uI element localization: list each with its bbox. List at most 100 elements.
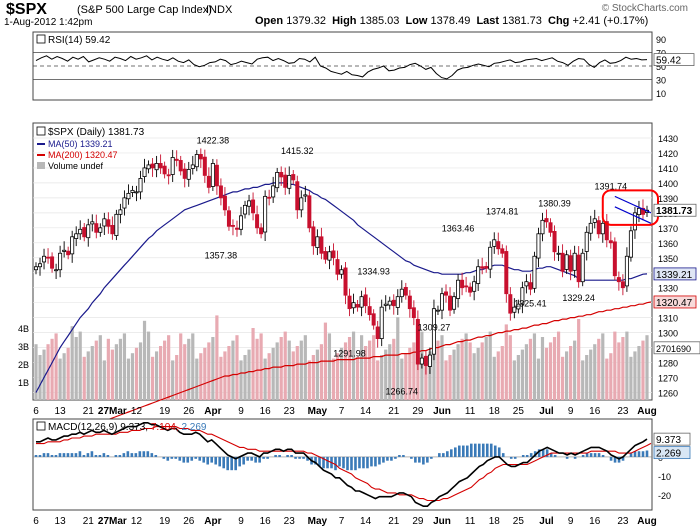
- candle-body: [464, 285, 469, 288]
- macd-histogram-bar: [50, 455, 54, 457]
- volume-bar: [536, 358, 541, 400]
- index-name: (S&P 500 Large Cap Index): [77, 4, 212, 16]
- volume-bar: [215, 315, 219, 400]
- volume-bar: [163, 340, 167, 400]
- macd-x-tick: 7: [339, 516, 345, 527]
- ma50-last-label: 1339.21: [656, 270, 693, 281]
- volume-bar: [347, 337, 352, 400]
- macd-histogram-bar: [426, 456, 429, 463]
- macd-y-tick: -10: [658, 472, 671, 482]
- macd-legend-swatch: [36, 421, 46, 431]
- macd-histogram-bar: [286, 455, 289, 457]
- macd-histogram-bar: [410, 456, 413, 459]
- candle-body: [275, 172, 280, 189]
- candle-body: [439, 293, 444, 311]
- candle-body: [504, 251, 509, 295]
- candle-body: [82, 227, 87, 238]
- volume-bar: [335, 353, 340, 400]
- volume-bar: [275, 342, 279, 400]
- volume-bar: [448, 355, 452, 400]
- candle-body: [230, 225, 235, 227]
- price-annotation: 1325.41: [514, 299, 547, 309]
- price-x-tick: Jun: [433, 406, 451, 417]
- price-x-tick: 23: [284, 406, 296, 417]
- credit-label[interactable]: © StockCharts.com: [601, 3, 688, 14]
- high-value: 1385.03: [359, 15, 400, 27]
- candle-body: [620, 281, 625, 289]
- macd-histogram-bar: [246, 456, 249, 461]
- macd-histogram-bar: [617, 456, 621, 463]
- volume-bar: [146, 331, 151, 400]
- macd-histogram-bar: [442, 453, 445, 457]
- volume-bar: [327, 333, 332, 400]
- volume-bar: [110, 349, 114, 400]
- candle-body: [371, 313, 376, 326]
- low-label: Low: [405, 15, 428, 27]
- volume-bar: [159, 346, 163, 400]
- volume-bar: [376, 360, 380, 400]
- open-value: 1379.32: [286, 15, 326, 27]
- candle-body: [263, 195, 268, 233]
- candle-body: [38, 263, 43, 268]
- candle-body: [427, 354, 432, 367]
- volume-bar: [392, 338, 396, 400]
- candle-body: [54, 269, 59, 272]
- volume-bar: [70, 326, 74, 400]
- macd-last-label: 9.373: [656, 435, 681, 446]
- price-y-tick: 1280: [658, 359, 678, 369]
- macd-histogram-bar: [62, 453, 66, 457]
- price-x-tick: 16: [589, 406, 601, 417]
- price-x-tick: Aug: [637, 406, 656, 417]
- volume-bar: [404, 353, 408, 400]
- candle-body: [423, 355, 428, 366]
- price-x-tick: 21: [83, 406, 95, 417]
- ma200-legend: MA(200) 1320.47: [48, 150, 118, 160]
- chg-label: Chg: [548, 15, 570, 27]
- candle-body: [178, 160, 183, 172]
- volume-bar: [500, 346, 504, 400]
- candle-body: [496, 241, 501, 250]
- macd-histogram-bar: [190, 456, 194, 461]
- rsi-y-tick: 50: [656, 62, 666, 72]
- macd-histogram-bar: [645, 450, 649, 457]
- volume-bar: [544, 347, 549, 400]
- candle-body: [98, 227, 103, 233]
- macd-legend-hist: 2.269: [181, 422, 206, 433]
- open-label: Open: [255, 15, 284, 27]
- volume-bar: [114, 344, 118, 400]
- macd-histogram-bar: [166, 456, 170, 461]
- volume-bar: [211, 337, 215, 400]
- price-annotation: 1309.27: [418, 323, 451, 333]
- symbol-title[interactable]: $SPX: [6, 1, 47, 18]
- macd-histogram-bar: [386, 456, 389, 461]
- macd-histogram-bar: [402, 455, 405, 457]
- price-x-tick: 29: [412, 406, 424, 417]
- price-x-tick: Apr: [204, 406, 221, 417]
- volume-bar: [396, 317, 400, 400]
- ma200-last-label-box: [653, 295, 697, 309]
- volume-bar: [428, 351, 432, 400]
- volume-bar: [130, 353, 135, 400]
- macd-histogram-bar: [398, 455, 401, 457]
- candle-body: [218, 185, 223, 199]
- candle-body: [62, 249, 67, 252]
- macd-x-tick: Jul: [539, 516, 554, 527]
- volume-bar: [54, 333, 58, 400]
- macd-histogram-bar: [338, 456, 341, 467]
- candle-body: [106, 219, 111, 227]
- macd-histogram-bar: [326, 456, 329, 469]
- price-x-tick: 27Mar: [98, 406, 127, 417]
- candle-body: [435, 309, 440, 312]
- rsi-last-label: 59.42: [656, 56, 681, 67]
- candle-body: [524, 281, 529, 287]
- candle-body: [448, 295, 453, 311]
- volume-bar: [179, 333, 183, 400]
- candle-body: [596, 220, 601, 235]
- macd-histogram-bar: [262, 456, 265, 459]
- macd-histogram-bar: [641, 451, 645, 457]
- macd-histogram-bar: [226, 456, 229, 471]
- candle-body: [572, 252, 577, 271]
- macd-histogram-bar: [529, 453, 533, 457]
- volume-bar: [351, 331, 356, 400]
- trendline-lower: [614, 206, 652, 224]
